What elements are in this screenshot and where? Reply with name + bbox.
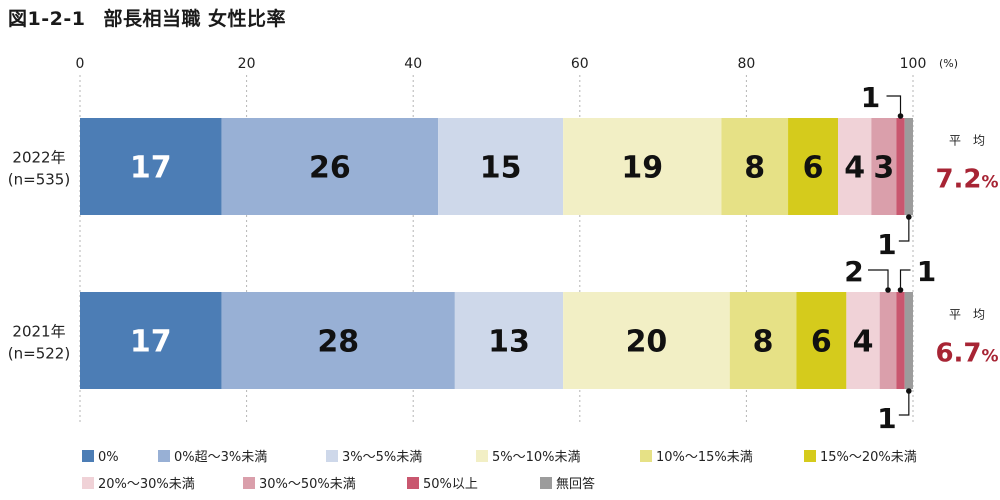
legend-swatch bbox=[804, 450, 816, 462]
bar-segment bbox=[788, 118, 839, 215]
category-label: 2021年 bbox=[12, 323, 65, 341]
data-label: 13 bbox=[488, 325, 530, 360]
bar-segment bbox=[721, 118, 789, 215]
legend-label: 20%～30%未満 bbox=[98, 477, 195, 492]
bar-segment bbox=[871, 118, 897, 215]
chart-title: 図1-2-1 部長相当職 女性比率 bbox=[8, 4, 304, 31]
data-label: 4 bbox=[853, 325, 874, 360]
category-n-label: (n=535) bbox=[8, 171, 70, 189]
x-tick-label: 20 bbox=[238, 56, 256, 72]
category-n-label: (n=522) bbox=[8, 345, 70, 363]
data-label: 8 bbox=[753, 325, 774, 360]
legend-label: 10%～15%未満 bbox=[656, 450, 753, 465]
figure-number: 図1-2-1 bbox=[8, 8, 86, 30]
callout-line bbox=[886, 95, 902, 116]
average-number: 7.2 bbox=[935, 165, 981, 195]
bar-segment bbox=[796, 292, 847, 389]
chart-title-text: 部長相当職 女性比率 bbox=[103, 8, 287, 30]
data-label: 6 bbox=[803, 151, 824, 186]
bar-segment bbox=[904, 118, 913, 215]
legend-swatch bbox=[82, 450, 94, 462]
data-label: 17 bbox=[130, 151, 172, 186]
bar-segment bbox=[80, 292, 222, 389]
bar-segment bbox=[563, 292, 730, 389]
bar-segment bbox=[454, 292, 564, 389]
data-label: 8 bbox=[744, 151, 765, 186]
legend-label: 無回答 bbox=[556, 476, 595, 492]
x-tick-label: 40 bbox=[404, 56, 422, 72]
x-tick-label: 60 bbox=[571, 56, 589, 72]
legend-swatch bbox=[540, 477, 552, 489]
callout-line bbox=[868, 269, 889, 290]
data-label: 19 bbox=[621, 151, 663, 186]
legend-label: 50%以上 bbox=[423, 477, 478, 492]
bar-segment bbox=[221, 292, 455, 389]
average-label: 平 均 bbox=[949, 134, 985, 148]
legend-label: 15%～20%未満 bbox=[820, 450, 917, 465]
legend-swatch bbox=[476, 450, 488, 462]
legend-label: 0% bbox=[98, 450, 119, 465]
legend-swatch bbox=[82, 477, 94, 489]
bar-segment bbox=[896, 118, 905, 215]
data-label: 28 bbox=[317, 325, 359, 360]
callout-label: 1 bbox=[861, 81, 880, 114]
bar-segment bbox=[846, 292, 880, 389]
bar-segment bbox=[221, 118, 439, 215]
bar-segment bbox=[904, 292, 913, 389]
x-tick-label: 0 bbox=[76, 56, 85, 72]
legend-swatch bbox=[158, 450, 170, 462]
legend-label: 3%～5%未満 bbox=[342, 450, 422, 465]
legend-label: 0%超～3%未満 bbox=[174, 450, 267, 465]
callout-label: 1 bbox=[917, 255, 936, 288]
category-label: 2022年 bbox=[12, 149, 65, 167]
legend-swatch bbox=[243, 477, 255, 489]
data-label: 3 bbox=[873, 151, 894, 186]
data-label: 17 bbox=[130, 325, 172, 360]
x-unit-label: (%) bbox=[939, 57, 958, 70]
average-value: 6.7% bbox=[935, 339, 998, 369]
data-label: 20 bbox=[626, 325, 668, 360]
bar-segment bbox=[729, 292, 797, 389]
bar-segment bbox=[563, 118, 722, 215]
callout-line bbox=[898, 391, 910, 416]
legend-swatch bbox=[326, 450, 338, 462]
data-label: 6 bbox=[811, 325, 832, 360]
average-unit: % bbox=[982, 347, 999, 367]
legend-swatch bbox=[407, 477, 419, 489]
average-unit: % bbox=[982, 173, 999, 193]
data-label: 15 bbox=[480, 151, 522, 186]
bar-segment bbox=[80, 118, 222, 215]
bar-segment bbox=[838, 118, 872, 215]
callout-label: 2 bbox=[844, 255, 863, 288]
callout-line bbox=[899, 269, 911, 290]
legend-label: 30%～50%未満 bbox=[259, 477, 356, 492]
average-value: 7.2% bbox=[935, 165, 998, 195]
callout-label: 1 bbox=[877, 402, 896, 435]
x-tick-label: 100 bbox=[900, 56, 927, 72]
bar-segment bbox=[879, 292, 897, 389]
average-number: 6.7 bbox=[935, 339, 981, 369]
bar-segment bbox=[438, 118, 564, 215]
bar-segment bbox=[896, 292, 905, 389]
legend-swatch bbox=[640, 450, 652, 462]
average-label: 平 均 bbox=[949, 308, 985, 322]
callout-label: 1 bbox=[877, 228, 896, 261]
legend-label: 5%～10%未満 bbox=[492, 450, 581, 465]
data-label: 26 bbox=[309, 151, 351, 186]
x-tick-label: 80 bbox=[737, 56, 755, 72]
data-label: 4 bbox=[844, 151, 865, 186]
callout-line bbox=[898, 217, 910, 242]
